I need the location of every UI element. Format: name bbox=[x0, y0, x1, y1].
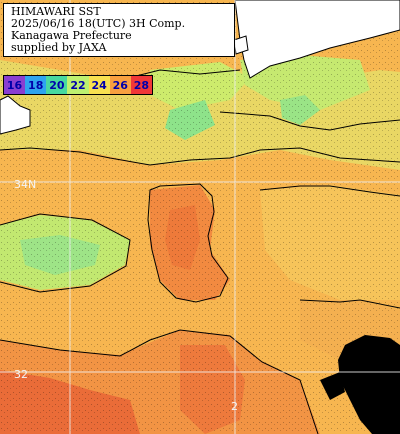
legend-label: 26 bbox=[112, 78, 128, 92]
land-west bbox=[0, 95, 31, 135]
land-north-coast bbox=[234, 0, 400, 79]
lon-label: 2 bbox=[231, 400, 238, 413]
title-line-4: supplied by JAXA bbox=[11, 41, 107, 54]
lat-label-32: 32 bbox=[14, 368, 28, 381]
contour-lines bbox=[0, 69, 400, 434]
legend-swatch: 26 bbox=[109, 76, 131, 94]
legend-swatch: 28 bbox=[130, 76, 152, 94]
title-box: HIMAWARI SST 2025/06/16 18(UTC) 3H Comp.… bbox=[3, 3, 235, 57]
legend-label: 24 bbox=[91, 78, 107, 92]
temperature-legend: 16 18 20 22 24 26 28 bbox=[3, 75, 153, 95]
legend-swatch: 16 bbox=[4, 76, 26, 94]
cloud-mask bbox=[338, 335, 400, 434]
legend-label: 18 bbox=[28, 78, 44, 92]
legend-swatch: 20 bbox=[46, 76, 68, 94]
title-line-3: Kanagawa Prefecture bbox=[11, 29, 132, 42]
cloud-mask-2 bbox=[320, 372, 345, 400]
legend-swatch: 18 bbox=[25, 76, 47, 94]
legend-label: 16 bbox=[6, 78, 23, 92]
legend-swatch: 24 bbox=[88, 76, 110, 94]
legend-swatch: 22 bbox=[67, 76, 89, 94]
title-line-2: 2025/06/16 18(UTC) 3H Comp. bbox=[11, 17, 186, 30]
legend-label: 20 bbox=[49, 78, 65, 92]
lat-label-34n: 34N bbox=[14, 178, 37, 191]
legend-label: 28 bbox=[133, 78, 150, 92]
legend-label: 22 bbox=[70, 78, 86, 92]
title-line-1: HIMAWARI SST bbox=[11, 5, 101, 18]
